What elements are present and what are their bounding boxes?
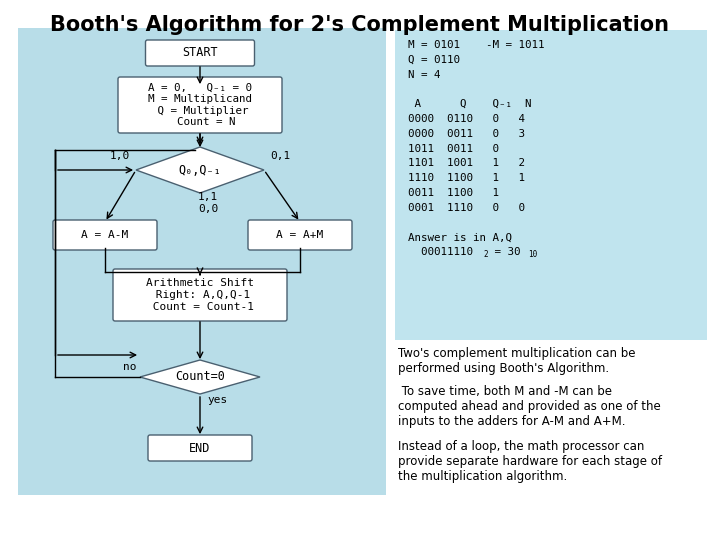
Text: 0000  0110   0   4: 0000 0110 0 4 [408,114,525,124]
Text: A      Q    Q₋₁  N: A Q Q₋₁ N [408,99,531,109]
Text: Instead of a loop, the math processor can
provide separate hardware for each sta: Instead of a loop, the math processor ca… [398,440,662,483]
FancyBboxPatch shape [395,30,707,340]
FancyBboxPatch shape [145,40,254,66]
Text: A = A-M: A = A-M [81,230,129,240]
Text: END: END [189,442,211,455]
Text: Count=0: Count=0 [175,370,225,383]
Text: START: START [182,46,218,59]
FancyBboxPatch shape [248,220,352,250]
Text: M = 0101    -M = 1011: M = 0101 -M = 1011 [408,40,544,50]
Polygon shape [136,147,264,193]
Text: Booth's Algorithm for 2's Complement Multiplication: Booth's Algorithm for 2's Complement Mul… [50,15,670,35]
Text: 0001  1110   0   0: 0001 1110 0 0 [408,203,525,213]
Text: = 30: = 30 [488,247,521,257]
Text: yes: yes [208,395,228,405]
Text: 0,1: 0,1 [270,151,290,161]
Text: Two's complement multiplication can be
performed using Booth's Algorithm.: Two's complement multiplication can be p… [398,347,636,375]
Polygon shape [140,360,260,394]
Text: 0011  1100   1: 0011 1100 1 [408,188,499,198]
Text: 2: 2 [483,250,487,259]
FancyBboxPatch shape [113,269,287,321]
Text: no: no [123,362,137,372]
Text: Q₀,Q₋₁: Q₀,Q₋₁ [179,164,221,177]
Text: Arithmetic Shift
 Right: A,Q,Q-1
 Count = Count-1: Arithmetic Shift Right: A,Q,Q-1 Count = … [146,279,254,312]
Text: 1110  1100   1   1: 1110 1100 1 1 [408,173,525,183]
Text: Answer is in A,Q: Answer is in A,Q [408,232,512,242]
Text: Q = 0110: Q = 0110 [408,55,460,65]
Text: 00011110: 00011110 [408,247,473,257]
Text: 1101  1001   1   2: 1101 1001 1 2 [408,158,525,168]
Text: 0000  0011   0   3: 0000 0011 0 3 [408,129,525,139]
FancyBboxPatch shape [118,77,282,133]
Text: A = 0,   Q₋₁ = 0
M = Multiplicand
 Q = Multiplier
  Count = N: A = 0, Q₋₁ = 0 M = Multiplicand Q = Mult… [148,83,252,127]
Text: 1,1
0,0: 1,1 0,0 [198,192,218,214]
FancyBboxPatch shape [148,435,252,461]
FancyBboxPatch shape [53,220,157,250]
Text: 10: 10 [528,250,537,259]
FancyBboxPatch shape [18,28,386,495]
Text: N = 4: N = 4 [408,70,441,79]
Text: 1,0: 1,0 [110,151,130,161]
Text: 1011  0011   0: 1011 0011 0 [408,144,499,153]
Text: To save time, both M and -M can be
computed ahead and provided as one of the
inp: To save time, both M and -M can be compu… [398,385,661,428]
Text: A = A+M: A = A+M [276,230,323,240]
